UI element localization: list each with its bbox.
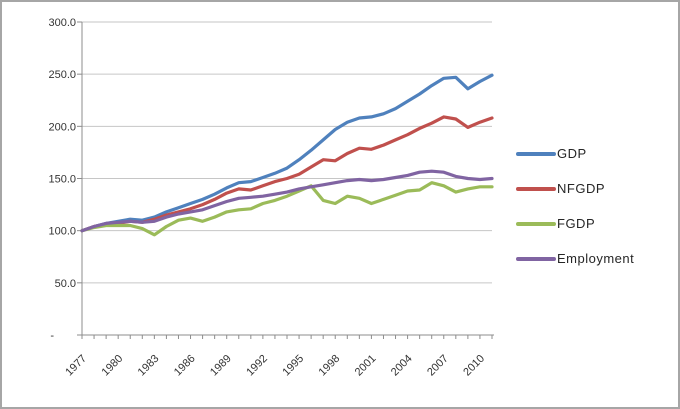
x-tick-label-1998: 1998 — [317, 353, 343, 379]
legend-line-swatch-employment — [516, 256, 556, 261]
x-tick-label-2007: 2007 — [425, 353, 451, 379]
series-line-gdp — [80, 73, 494, 233]
y-tick-label--: - — [50, 330, 54, 342]
x-tick-label-1992: 1992 — [244, 353, 270, 379]
x-tick-label-1983: 1983 — [136, 353, 162, 379]
x-tick-label-2010: 2010 — [461, 353, 487, 379]
legend-line-swatch-nfgdp — [516, 186, 556, 191]
legend-line-swatch-fgdp — [516, 221, 556, 226]
y-tick-label-300.0: 300.0 — [48, 17, 76, 29]
series-line-nfgdp — [80, 115, 494, 233]
y-tick-label-150.0: 150.0 — [48, 174, 76, 186]
y-tick-label-200.0: 200.0 — [48, 121, 76, 133]
legend-label: FGDP — [557, 216, 596, 231]
x-tick-label-1977: 1977 — [63, 353, 89, 379]
y-tick-label-50.0: 50.0 — [55, 278, 76, 290]
series-line-fgdp — [80, 181, 494, 237]
y-tick-label-250.0: 250.0 — [48, 69, 76, 81]
x-tick-label-1989: 1989 — [208, 353, 234, 379]
legend-line-swatch-gdp — [516, 151, 556, 156]
legend-entry-fgdp: FGDP — [516, 206, 634, 241]
legend-entry-nfgdp: NFGDP — [516, 171, 634, 206]
series-line-employment — [80, 169, 494, 233]
x-tick-label-1995: 1995 — [280, 353, 306, 379]
x-tick-label-1986: 1986 — [172, 353, 198, 379]
legend-label: Employment — [557, 251, 635, 266]
chart-legend: GDP NFGDP FGDP Employment — [516, 136, 634, 276]
x-tick-label-2001: 2001 — [353, 353, 379, 379]
legend-label: GDP — [557, 146, 587, 161]
y-tick-label-100.0: 100.0 — [48, 226, 76, 238]
legend-entry-gdp: GDP — [516, 136, 634, 171]
legend-entry-employment: Employment — [516, 241, 634, 276]
x-tick-label-2004: 2004 — [389, 353, 415, 379]
legend-label: NFGDP — [557, 181, 605, 196]
x-tick-label-1980: 1980 — [99, 353, 125, 379]
